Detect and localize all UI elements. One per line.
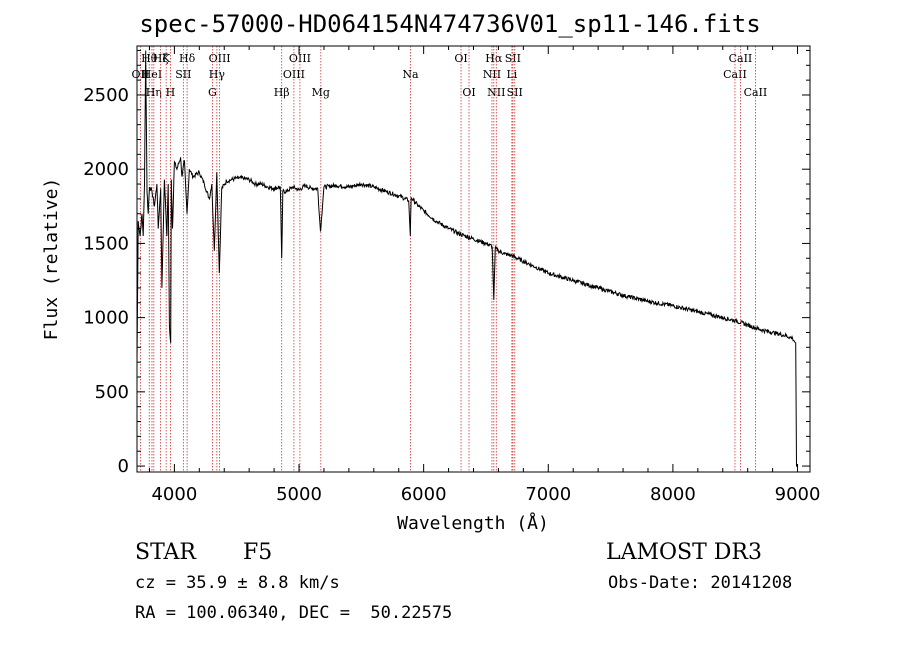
spectral-line-label: Hγ — [209, 68, 226, 81]
spectral-line-label: SII — [507, 86, 523, 99]
spectral-line-label: SII — [175, 68, 191, 81]
y-tick-label: 1000 — [83, 308, 129, 329]
spectral-line-label: Hζ — [153, 52, 169, 65]
spectral-line-label: Hα — [485, 52, 503, 65]
flux-series-line — [136, 50, 798, 467]
y-tick-label: 2000 — [83, 159, 129, 180]
redshift-cz: cz = 35.9 ± 8.8 km/s — [135, 573, 340, 593]
spectral-line-label: OI — [462, 86, 475, 99]
chart-title: spec-57000-HD064154N474736V01_sp11-146.f… — [139, 10, 761, 38]
y-axis-label: Flux (relative) — [41, 178, 62, 341]
spectral-line-label: Mg — [312, 86, 330, 99]
spectral-line-label: K — [162, 52, 171, 65]
spectral-line-label: Na — [402, 68, 419, 81]
y-tick-label: 500 — [95, 382, 129, 403]
y-tick-label: 0 — [118, 456, 129, 477]
spectral-line-label: OIII — [283, 68, 305, 81]
spectral-line-label: CaII — [744, 86, 768, 99]
ra-dec-coordinates: RA = 100.06340, DEC = 50.22575 — [135, 603, 453, 623]
series-layer — [136, 50, 798, 467]
spectral-line-label: HeI — [142, 68, 162, 81]
plot-frame — [136, 45, 811, 473]
spectral-line-label: SII — [505, 52, 521, 65]
survey-name: LAMOST DR3 — [606, 540, 762, 565]
x-tick-label: 4000 — [151, 484, 197, 505]
spectral-line-label: CaII — [723, 68, 747, 81]
object-class: STAR — [135, 540, 196, 565]
spectral-line-label: G — [208, 86, 217, 99]
spectral-line-label: CaII — [729, 52, 753, 65]
spectral-lines-layer: OIIHθHeIHηHζKHSIIHδGHγOIIIHβOIIIOIIIMgNa… — [132, 46, 768, 472]
x-tick-label: 9000 — [775, 484, 821, 505]
spectral-line-label: NII — [487, 86, 505, 99]
spectral-line-label: Hβ — [274, 86, 290, 99]
x-tick-label: 5000 — [276, 484, 322, 505]
spectral-line-label: OII — [132, 68, 150, 81]
x-tick-label: 6000 — [401, 484, 447, 505]
ticks-layer: 4000 5000 6000 7000 8000 9000 0 500 1000 1500 2000… — [83, 46, 820, 505]
y-tick-label: 2500 — [83, 85, 129, 106]
x-tick-label: 7000 — [525, 484, 571, 505]
spectral-line-label: OIII — [209, 52, 231, 65]
spectral-line-label: OI — [454, 52, 467, 65]
spectral-line-label: Hη — [146, 86, 162, 99]
object-subclass: F5 — [243, 540, 273, 565]
x-axis-label: Wavelength (Å) — [397, 512, 549, 534]
y-tick-label: 1500 — [83, 233, 129, 254]
spectral-line-label: Li — [506, 68, 517, 81]
spectral-line-label: NII — [483, 68, 501, 81]
observation-date: Obs-Date: 20141208 — [608, 573, 793, 593]
spectral-line-label: OIII — [289, 52, 311, 65]
x-tick-label: 8000 — [650, 484, 696, 505]
spectral-line-label: Hδ — [179, 52, 196, 65]
spectral-line-label: H — [166, 86, 176, 99]
